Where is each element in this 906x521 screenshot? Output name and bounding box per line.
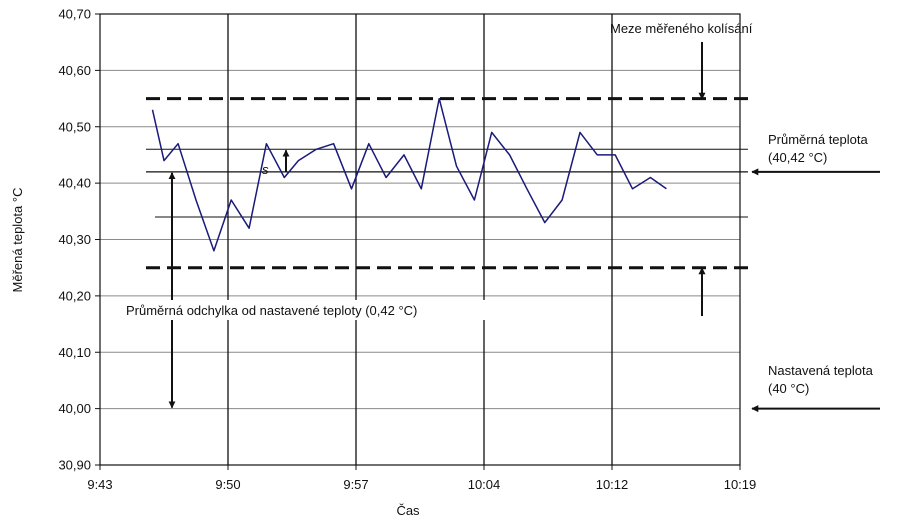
deviation-label-background <box>122 300 500 320</box>
reference-lines <box>146 97 748 270</box>
y-tick-label: 40,20 <box>58 288 91 303</box>
set-temp-annotation-line2: (40 °C) <box>768 381 809 396</box>
x-tick-label: 9:57 <box>343 477 368 492</box>
tick-labels: 30,90 40,00 40,10 40,20 40,30 40,40 40,50 40,60… <box>58 7 756 493</box>
mean-temp-annotation-line2: (40,42 °C) <box>768 150 827 165</box>
mean-temp-annotation-line1: Průměrná teplota <box>768 132 868 147</box>
y-tick-label: 40,60 <box>58 63 91 78</box>
plot-frame <box>99 13 741 466</box>
s-label: s <box>262 162 269 177</box>
y-tick-label: 30,90 <box>58 458 91 473</box>
y-axis-label: Měřená teplota °C <box>10 188 25 293</box>
x-axis-label: Čas <box>396 503 420 518</box>
x-tick-label: 10:04 <box>468 477 501 492</box>
mean-deviation-annotation: Průměrná odchylka od nastavené teploty (… <box>126 303 417 318</box>
y-tick-label: 40,70 <box>58 7 91 22</box>
y-tick-label: 40,30 <box>58 232 91 247</box>
y-tick-label: 40,40 <box>58 176 91 191</box>
grid-lines <box>100 13 740 465</box>
set-temp-annotation-line1: Nastavená teplota <box>768 363 874 378</box>
x-tick-label: 10:19 <box>724 477 757 492</box>
x-tick-label: 10:12 <box>596 477 629 492</box>
x-tick-label: 9:43 <box>87 477 112 492</box>
temperature-series-line <box>151 97 667 252</box>
y-tick-label: 40,50 <box>58 119 91 134</box>
y-tick-label: 40,00 <box>58 401 91 416</box>
y-tick-label: 40,10 <box>58 345 91 360</box>
x-tick-label: 9:50 <box>215 477 240 492</box>
series-layer <box>151 97 667 252</box>
fluctuation-limits-annotation: Meze měřeného kolísání <box>610 21 753 36</box>
annotation-arrows <box>168 42 880 413</box>
axes <box>95 13 741 470</box>
